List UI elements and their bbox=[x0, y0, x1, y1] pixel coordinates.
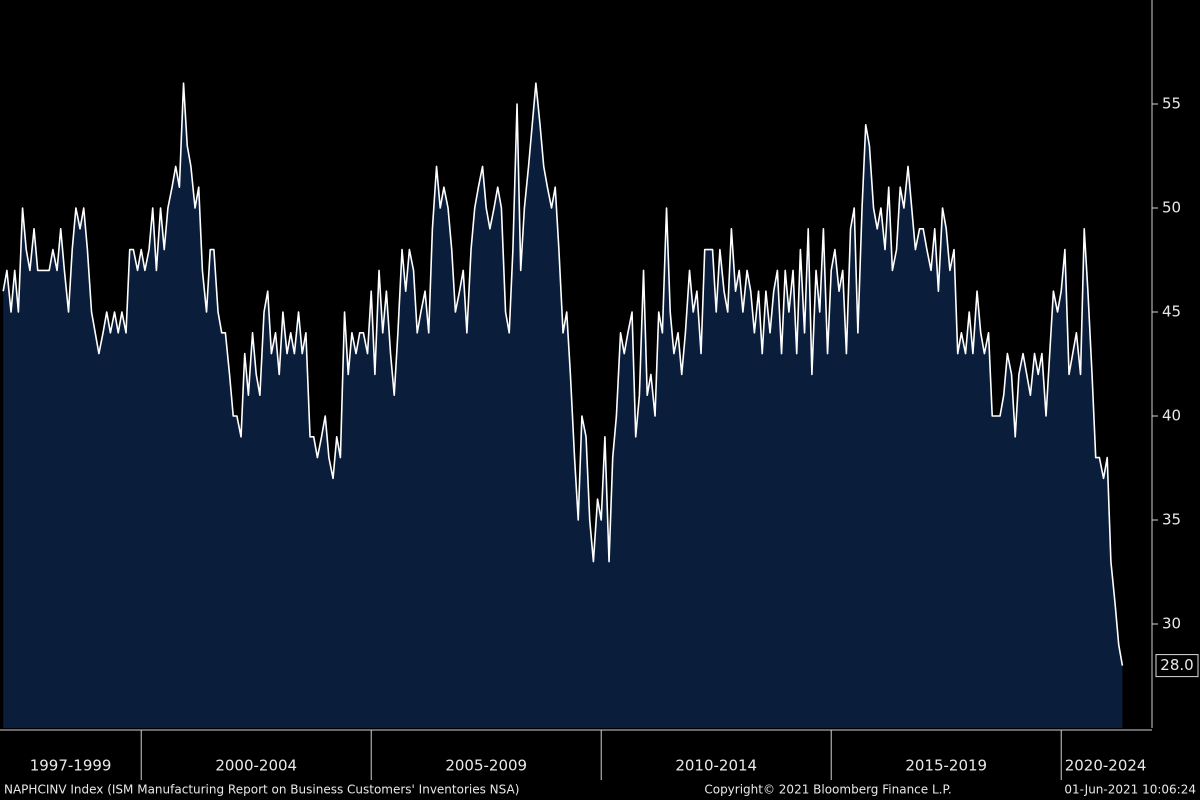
y-tick-label: 50 bbox=[1162, 199, 1181, 217]
x-period-label: 2020-2024 bbox=[1065, 757, 1147, 775]
x-period-label: 2000-2004 bbox=[215, 757, 297, 775]
line bbox=[2, 82, 1124, 666]
series-name: NAPHCINV Index (ISM Manufacturing Report… bbox=[4, 783, 519, 797]
value-label: 28.0 bbox=[1160, 656, 1193, 674]
y-tick-label: 45 bbox=[1162, 303, 1181, 321]
x-period-label: 2005-2009 bbox=[445, 757, 527, 775]
x-period-label: 2010-2014 bbox=[675, 757, 757, 775]
y-tick-label: 30 bbox=[1162, 615, 1181, 633]
timestamp: 01-Jun-2021 10:06:24 bbox=[1064, 783, 1196, 797]
copyright: Copyright© 2021 Bloomberg Finance L.P. bbox=[704, 783, 951, 797]
value-label-box bbox=[1155, 654, 1199, 678]
x-period-label: 1997-1999 bbox=[30, 757, 112, 775]
x-period-label: 2015-2019 bbox=[905, 757, 987, 775]
y-tick-label: 35 bbox=[1162, 511, 1181, 529]
y-tick-label: 55 bbox=[1162, 95, 1181, 113]
area bbox=[3, 83, 1123, 728]
y-tick-label: 40 bbox=[1162, 407, 1181, 425]
